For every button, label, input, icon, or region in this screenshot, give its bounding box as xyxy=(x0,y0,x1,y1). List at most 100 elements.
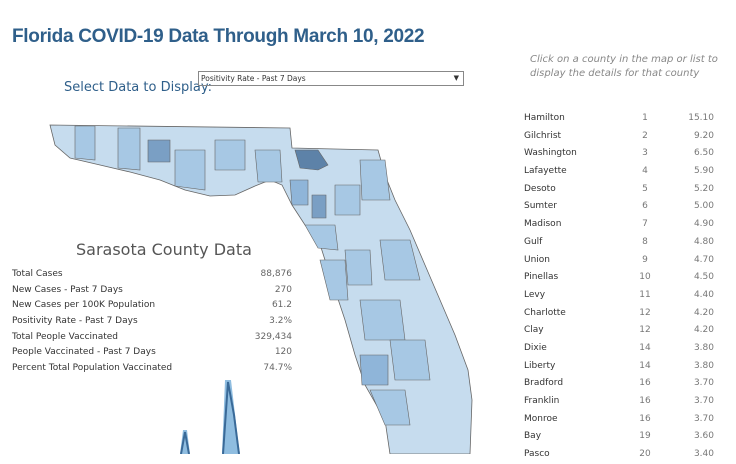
county-ranking-row[interactable]: Lafayette 4 5.90 xyxy=(524,163,714,181)
county-name: Clay xyxy=(524,325,544,336)
county-region[interactable] xyxy=(74,125,96,161)
stat-label: Total People Vaccinated xyxy=(12,331,119,342)
county-rank: 3 xyxy=(642,148,648,159)
county-region[interactable] xyxy=(379,239,421,281)
county-gilchrist[interactable] xyxy=(311,194,327,219)
county-ranking-row[interactable]: Liberty 14 3.80 xyxy=(524,358,714,376)
county-washington[interactable] xyxy=(147,139,171,163)
county-ranking-row[interactable]: Franklin 16 3.70 xyxy=(524,393,714,411)
county-region[interactable] xyxy=(214,139,246,171)
county-value: 3.70 xyxy=(693,378,714,389)
county-ranking-row[interactable]: Washington 3 6.50 xyxy=(524,145,714,163)
county-name: Pasco xyxy=(524,449,550,460)
county-lafayette[interactable] xyxy=(289,179,309,206)
stat-row: People Vaccinated - Past 7 Days 120 xyxy=(12,345,292,361)
county-name: Levy xyxy=(524,289,546,300)
county-name: Washington xyxy=(524,148,577,159)
county-value: 5.90 xyxy=(693,166,714,177)
county-ranking-row[interactable]: Hamilton 1 15.10 xyxy=(524,110,714,128)
county-region[interactable] xyxy=(359,299,406,341)
stat-row: Total People Vaccinated 329,434 xyxy=(12,330,292,346)
stat-label: People Vaccinated - Past 7 Days xyxy=(12,347,156,358)
county-name: Madison xyxy=(524,219,562,230)
trend-line xyxy=(180,381,240,454)
stat-value: 329,434 xyxy=(254,331,292,342)
county-region[interactable] xyxy=(319,259,349,301)
county-ranking-row[interactable]: Monroe 16 3.70 xyxy=(524,411,714,429)
county-region[interactable] xyxy=(359,159,391,201)
florida-county-map[interactable] xyxy=(0,110,500,454)
trend-band xyxy=(180,380,240,454)
data-selector-dropdown[interactable]: Positivity Rate - Past 7 Days ▼ xyxy=(198,71,464,86)
county-rank: 11 xyxy=(639,289,651,300)
county-region[interactable] xyxy=(254,149,283,183)
county-value: 3.60 xyxy=(693,431,714,442)
county-value: 3.80 xyxy=(693,342,714,353)
county-ranking-row[interactable]: Charlotte 12 4.20 xyxy=(524,305,714,323)
county-value: 3.40 xyxy=(693,449,714,460)
county-region[interactable] xyxy=(304,224,339,251)
data-selector-value: Positivity Rate - Past 7 Days xyxy=(201,74,306,83)
county-rank: 16 xyxy=(639,396,651,406)
county-value: 4.20 xyxy=(693,325,714,336)
county-ranking-row[interactable]: Desoto 5 5.20 xyxy=(524,181,714,199)
instruction-text: Click on a county in the map or list to … xyxy=(530,54,718,79)
county-ranking-row[interactable]: Union 9 4.70 xyxy=(524,252,714,270)
county-rank: 10 xyxy=(639,272,651,283)
county-rank: 2 xyxy=(642,130,648,141)
stat-row: New Cases - Past 7 Days 270 xyxy=(12,283,292,299)
county-name: Hamilton xyxy=(524,113,565,123)
county-region[interactable] xyxy=(344,249,373,286)
stat-value: 270 xyxy=(274,284,292,295)
county-value: 15.10 xyxy=(688,113,714,123)
county-rank: 9 xyxy=(642,254,648,265)
county-region[interactable] xyxy=(334,184,361,216)
county-value: 4.90 xyxy=(693,219,714,230)
county-ranking-row[interactable]: Levy 11 4.40 xyxy=(524,287,714,305)
county-rank: 8 xyxy=(642,236,648,247)
county-ranking-row[interactable]: Madison 7 4.90 xyxy=(524,216,714,234)
county-region[interactable] xyxy=(117,127,141,171)
county-data-title: Sarasota County Data xyxy=(76,240,252,259)
county-name: Charlotte xyxy=(524,307,566,318)
county-ranking-row[interactable]: Pinellas 10 4.50 xyxy=(524,269,714,287)
county-value: 9.20 xyxy=(693,130,714,141)
county-stats-table: Total Cases 88,876 New Cases - Past 7 Day… xyxy=(12,267,292,377)
cases-trend-chart xyxy=(180,380,240,454)
county-name: Bay xyxy=(524,431,542,442)
county-ranking-row[interactable]: Sumter 6 5.00 xyxy=(524,198,714,216)
county-value: 3.70 xyxy=(693,396,714,406)
county-region[interactable] xyxy=(389,339,431,381)
county-name: Dixie xyxy=(524,342,547,353)
county-ranking-row[interactable]: Bay 19 3.60 xyxy=(524,428,714,446)
county-ranking-list: Hamilton 1 15.10 Gilchrist 2 9.20 Washington 3 6… xyxy=(524,110,714,464)
county-hamilton[interactable] xyxy=(294,149,329,171)
county-rank: 19 xyxy=(639,431,651,442)
county-rank: 4 xyxy=(642,166,648,177)
county-desoto[interactable] xyxy=(359,354,389,386)
county-rank: 16 xyxy=(639,413,651,424)
county-value: 4.80 xyxy=(693,236,714,247)
county-region[interactable] xyxy=(369,389,411,426)
stat-label: Positivity Rate - Past 7 Days xyxy=(12,316,138,327)
county-ranking-row[interactable]: Gilchrist 2 9.20 xyxy=(524,128,714,146)
county-name: Franklin xyxy=(524,396,560,406)
county-name: Union xyxy=(524,254,551,265)
county-rank: 12 xyxy=(639,325,651,336)
county-region[interactable] xyxy=(174,149,206,191)
county-value: 4.70 xyxy=(693,254,714,265)
county-name: Desoto xyxy=(524,183,556,194)
county-value: 5.20 xyxy=(693,183,714,194)
stat-row: New Cases per 100K Population 61.2 xyxy=(12,298,292,314)
county-ranking-row[interactable]: Clay 12 4.20 xyxy=(524,322,714,340)
stat-label: New Cases per 100K Population xyxy=(12,300,156,311)
county-ranking-row[interactable]: Dixie 14 3.80 xyxy=(524,340,714,358)
page-title: Florida COVID-19 Data Through March 10, … xyxy=(12,26,425,47)
county-ranking-row[interactable]: Bradford 16 3.70 xyxy=(524,375,714,393)
stat-row: Total Cases 88,876 xyxy=(12,267,292,283)
county-name: Pinellas xyxy=(524,272,559,283)
county-ranking-row[interactable]: Pasco 20 3.40 xyxy=(524,446,714,464)
county-rank: 20 xyxy=(639,449,651,460)
county-ranking-row[interactable]: Gulf 8 4.80 xyxy=(524,234,714,252)
county-rank: 5 xyxy=(642,183,648,194)
